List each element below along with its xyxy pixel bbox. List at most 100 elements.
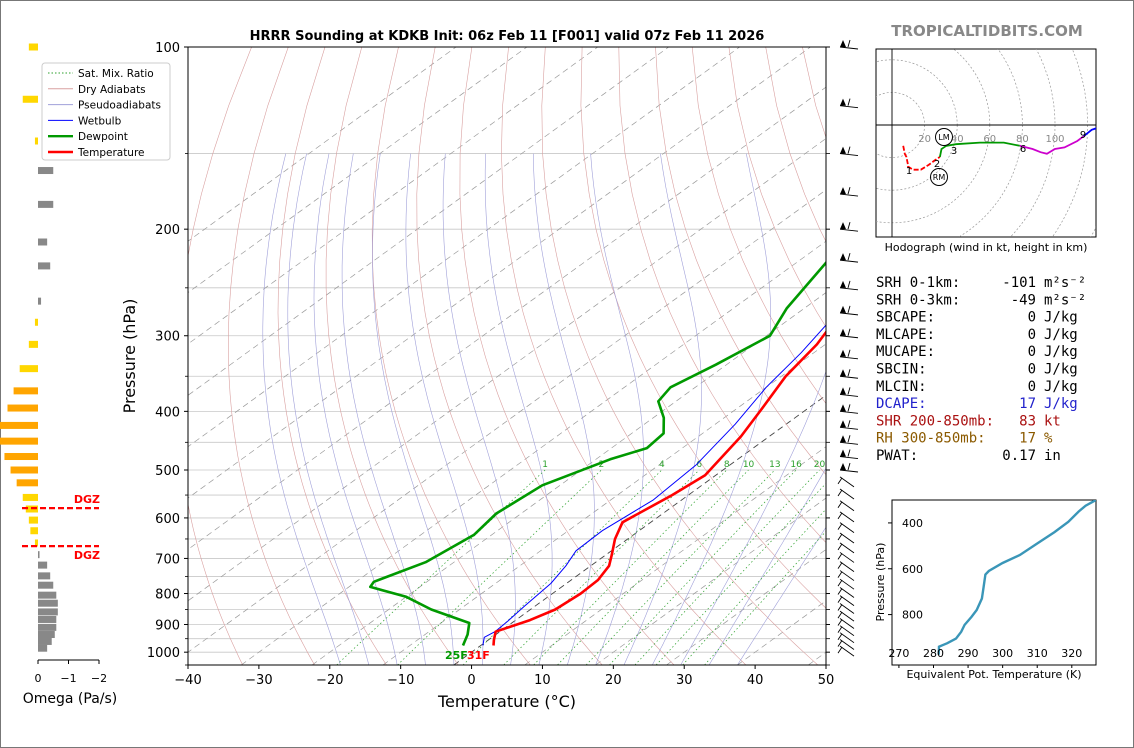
hodograph-segment xyxy=(1083,127,1096,137)
parameter-unit: in xyxy=(1044,448,1061,464)
mixing-ratio-label: 13 xyxy=(769,460,780,470)
dry-adiabat xyxy=(691,47,826,405)
omega-bar xyxy=(38,167,54,175)
mixing-ratio-line xyxy=(704,530,826,665)
parameter-unit: % xyxy=(1044,431,1053,447)
wind-barb xyxy=(837,639,855,650)
svg-text:LM: LM xyxy=(938,133,949,142)
skewt-panel: HRRR Sounding at KDKB Init: 06z Feb 11 [… xyxy=(120,29,869,711)
omega-bar xyxy=(10,466,39,474)
parameter-label: MLCAPE: xyxy=(876,327,935,343)
y-tick-label: 500 xyxy=(155,464,180,479)
mixing-ratio-label: 1 xyxy=(542,460,548,470)
dry-adiabat xyxy=(325,47,459,665)
wind-barb xyxy=(837,595,855,606)
theta-e-x-tick-label: 310 xyxy=(1027,647,1048,660)
parameter-row: DCAPE: 17 J/kg xyxy=(876,396,1078,412)
omega-bar xyxy=(16,479,38,487)
omega-bar xyxy=(28,340,38,348)
parameter-value: -49 xyxy=(1011,292,1036,308)
hodograph-panel: 20 40 60 80 100 1 23 6 9 LM RM Hodograph (wind in … xyxy=(875,48,1097,254)
isotherm-line xyxy=(188,138,826,602)
omega-bar xyxy=(38,623,57,631)
series-dewpoint-line xyxy=(368,260,826,647)
parameter-label: SHR 200-850mb: xyxy=(876,413,994,429)
isotherm-line xyxy=(382,343,826,665)
pseudoadiabat xyxy=(287,153,370,665)
x-tick-label: −40 xyxy=(174,673,201,688)
wind-barb xyxy=(839,186,859,197)
wind-barb xyxy=(837,500,855,512)
parameter-label: PWAT: xyxy=(876,448,918,464)
parameter-label: SBCIN: xyxy=(876,362,927,378)
wind-barb xyxy=(837,625,855,637)
legend-label: Wetbulb xyxy=(78,115,122,127)
mixing-ratio-label: 30 xyxy=(857,460,869,470)
wind-barbs xyxy=(837,39,859,657)
legend-entry: Temperature xyxy=(48,147,145,159)
mixing-ratio-line xyxy=(682,508,826,665)
mixing-ratio-line xyxy=(397,469,602,665)
theta-e-ylabel: Pressure (hPa) xyxy=(874,543,887,622)
omega-bar xyxy=(38,644,48,652)
hodograph-segment xyxy=(1019,135,1085,155)
mixing-ratio-line xyxy=(533,469,727,665)
theta-e-x-tick-label: 270 xyxy=(888,647,909,660)
wind-barb xyxy=(837,561,855,573)
omega-bar xyxy=(38,561,48,569)
pseudoadiabat xyxy=(262,153,341,665)
wind-barb xyxy=(839,146,859,157)
omega-tick-label: −2 xyxy=(91,672,107,685)
pseudoadiabat xyxy=(405,153,484,665)
mixing-ratio-line xyxy=(655,482,826,665)
parameter-row: SBCIN: 0 J/kg xyxy=(876,362,1078,378)
parameter-label: MUCAPE: xyxy=(876,344,935,360)
legend-entry: Dewpoint xyxy=(48,131,128,143)
legend-label: Pseudoadiabats xyxy=(78,100,161,112)
parameter-value: 83 xyxy=(1019,413,1036,429)
hodograph-ring-label: 80 xyxy=(1016,134,1029,145)
parameter-unit: J/kg xyxy=(1044,362,1078,378)
skewt-series-group xyxy=(368,260,826,647)
parameter-row: RH 300-850mb: 17% xyxy=(876,431,1053,447)
parameter-table: SRH 0-1km: -101 m²s⁻² SRH 0-3km: -49 m²s⁻² SBC… xyxy=(876,275,1086,464)
wind-barb xyxy=(839,305,859,316)
svg-text:RM: RM xyxy=(933,173,946,182)
dry-adiabat xyxy=(277,47,387,665)
omega-bar xyxy=(34,318,38,326)
wind-barb xyxy=(839,280,859,291)
wind-barb xyxy=(839,222,859,232)
wind-barb xyxy=(837,542,855,554)
wind-barb xyxy=(837,632,855,644)
series-temperature-line xyxy=(492,330,826,646)
wind-barb xyxy=(837,552,855,563)
wind-barb xyxy=(839,404,859,414)
y-tick-label: 400 xyxy=(155,405,180,420)
legend-entry: Sat. Mix. Ratio xyxy=(48,68,154,80)
legend-box xyxy=(41,62,171,161)
x-tick-label: 10 xyxy=(534,673,551,688)
wind-barb xyxy=(837,587,855,598)
skewt-ticks: −40 −30 −20 −10 0 10 20 30 40 50 100 200 300 400 500 60… xyxy=(147,41,834,688)
wind-barb xyxy=(837,522,855,534)
hodograph-segment xyxy=(902,145,941,171)
pseudoadiabat xyxy=(623,153,702,665)
legend-label: Sat. Mix. Ratio xyxy=(78,68,154,80)
parameter-row: SHR 200-850mb: 83 kt xyxy=(876,413,1061,429)
omega-bar xyxy=(4,453,38,461)
theta-e-x-tick-label: 320 xyxy=(1061,647,1082,660)
parameter-value: 17 xyxy=(1019,431,1036,447)
wind-barb xyxy=(839,462,859,473)
hodograph-storm-marker: LM xyxy=(935,128,953,146)
parameter-row: SBCAPE: 0 J/kg xyxy=(876,310,1078,326)
omega-bar xyxy=(38,631,55,639)
legend-label: Dewpoint xyxy=(78,131,128,143)
x-tick-label: 20 xyxy=(605,673,622,688)
parameter-unit: m²s⁻² xyxy=(1044,292,1086,308)
theta-e-xlabel: Equivalent Pot. Temperature (K) xyxy=(906,668,1081,681)
omega-bar xyxy=(38,581,54,589)
mixing-ratio-line xyxy=(634,469,820,665)
mixing-ratio-label: 2 xyxy=(599,460,605,470)
legend-entry: Wetbulb xyxy=(48,115,122,127)
